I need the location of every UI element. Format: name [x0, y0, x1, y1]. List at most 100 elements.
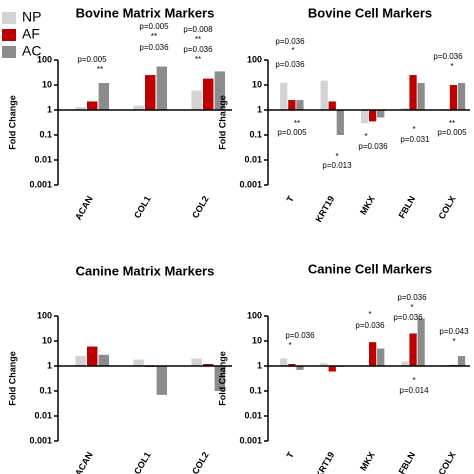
x-tick-label: KRT19 — [313, 450, 336, 474]
annotation: * — [335, 152, 338, 161]
x-tick-label: COL1 — [132, 194, 153, 220]
annotation: ** — [97, 65, 103, 74]
y-tick-label: 100 — [37, 54, 52, 64]
x-tick-label: FBLN — [397, 194, 418, 220]
bar — [145, 75, 156, 110]
bar — [280, 358, 288, 366]
annotation: p=0.036 — [393, 313, 423, 322]
annotation: * — [412, 125, 415, 134]
annotation: p=0.005 — [77, 55, 107, 64]
annotation: p=0.005 — [139, 22, 169, 31]
y-axis-label: Fold Change — [7, 351, 17, 406]
annotation: p=0.036 — [275, 60, 305, 69]
bar — [320, 80, 328, 110]
bar — [457, 83, 466, 110]
legend-swatch — [2, 12, 16, 24]
bar — [98, 83, 110, 110]
legend-swatch — [2, 29, 16, 41]
x-tick-label: COL1 — [132, 450, 153, 474]
legend-label: AC — [22, 43, 41, 59]
bar — [214, 71, 226, 110]
y-axis-label: Fold Change — [217, 351, 227, 406]
annotation: p=0.008 — [183, 25, 213, 34]
bar — [336, 110, 344, 135]
annotation: p=0.036 — [433, 52, 463, 61]
annotation: p=0.036 — [285, 331, 315, 340]
x-tick-label: KRT19 — [313, 194, 336, 224]
bar — [449, 85, 458, 110]
y-tick-label: 1 — [47, 360, 52, 370]
annotation: * — [410, 303, 413, 312]
chart-title: Canine Cell Markers — [308, 261, 432, 276]
y-tick-label: 0.001 — [29, 179, 52, 189]
y-axis-label: Fold Change — [217, 95, 227, 150]
bar — [214, 366, 226, 391]
annotation: * — [288, 341, 291, 350]
bar — [191, 90, 202, 110]
bar — [377, 110, 385, 118]
y-tick-label: 10 — [42, 79, 52, 89]
x-tick-label: ACAN — [73, 450, 95, 474]
annotation: p=0.013 — [322, 161, 352, 170]
y-tick-label: 0.1 — [39, 129, 52, 139]
annotation: p=0.005 — [277, 128, 307, 137]
annotation: p=0.036 — [355, 321, 385, 330]
bar — [328, 366, 336, 372]
bar — [320, 363, 328, 366]
bar — [457, 356, 466, 366]
bar — [417, 318, 425, 366]
annotation: ** — [195, 35, 201, 44]
bar — [133, 105, 144, 110]
y-tick-label: 0.01 — [34, 154, 52, 164]
legend-swatch — [2, 46, 16, 58]
annotation: p=0.014 — [399, 386, 429, 395]
bar — [369, 342, 377, 366]
bar — [203, 364, 214, 366]
x-tick-label: FBLN — [397, 450, 418, 474]
y-tick-label: 0.001 — [239, 435, 262, 445]
annotation: * — [291, 46, 294, 55]
y-tick-label: 0.01 — [244, 154, 262, 164]
x-tick-label: COLX — [436, 450, 457, 474]
bar — [288, 364, 296, 366]
annotation: p=0.036 — [139, 43, 169, 52]
y-tick-label: 100 — [37, 310, 52, 320]
x-tick-label: COLX — [436, 194, 457, 221]
bar — [203, 78, 214, 110]
annotation: * — [364, 132, 367, 141]
x-tick-label: COL2 — [190, 194, 211, 220]
y-tick-label: 1 — [257, 360, 262, 370]
bar — [75, 356, 86, 366]
annotation: p=0.036 — [275, 37, 305, 46]
annotation: p=0.036 — [358, 142, 388, 151]
bar — [133, 359, 144, 366]
bar — [280, 83, 288, 110]
y-tick-label: 0.1 — [39, 385, 52, 395]
bar — [409, 75, 417, 110]
bar — [401, 361, 409, 366]
annotation: * — [368, 310, 371, 319]
y-tick-label: 0.1 — [249, 385, 262, 395]
bar — [87, 101, 98, 110]
x-tick-label: MKX — [358, 450, 377, 472]
chart-title: Canine Matrix Markers — [76, 263, 215, 278]
bar — [156, 66, 168, 110]
annotation: p=0.036 — [183, 45, 213, 54]
y-tick-label: 1 — [257, 104, 262, 114]
y-tick-label: 100 — [247, 310, 262, 320]
y-tick-label: 10 — [42, 335, 52, 345]
x-tick-label: ACAN — [73, 194, 95, 222]
annotation: * — [412, 376, 415, 385]
bar — [156, 366, 168, 395]
y-tick-label: 0.001 — [29, 435, 52, 445]
x-tick-label: COL2 — [190, 450, 211, 474]
bar — [87, 346, 98, 366]
annotation: * — [450, 62, 453, 71]
bar — [401, 108, 409, 110]
annotation: ** — [294, 119, 300, 128]
x-tick-label: MKX — [358, 194, 377, 216]
annotation: p=0.005 — [437, 128, 467, 137]
bar — [98, 354, 110, 366]
